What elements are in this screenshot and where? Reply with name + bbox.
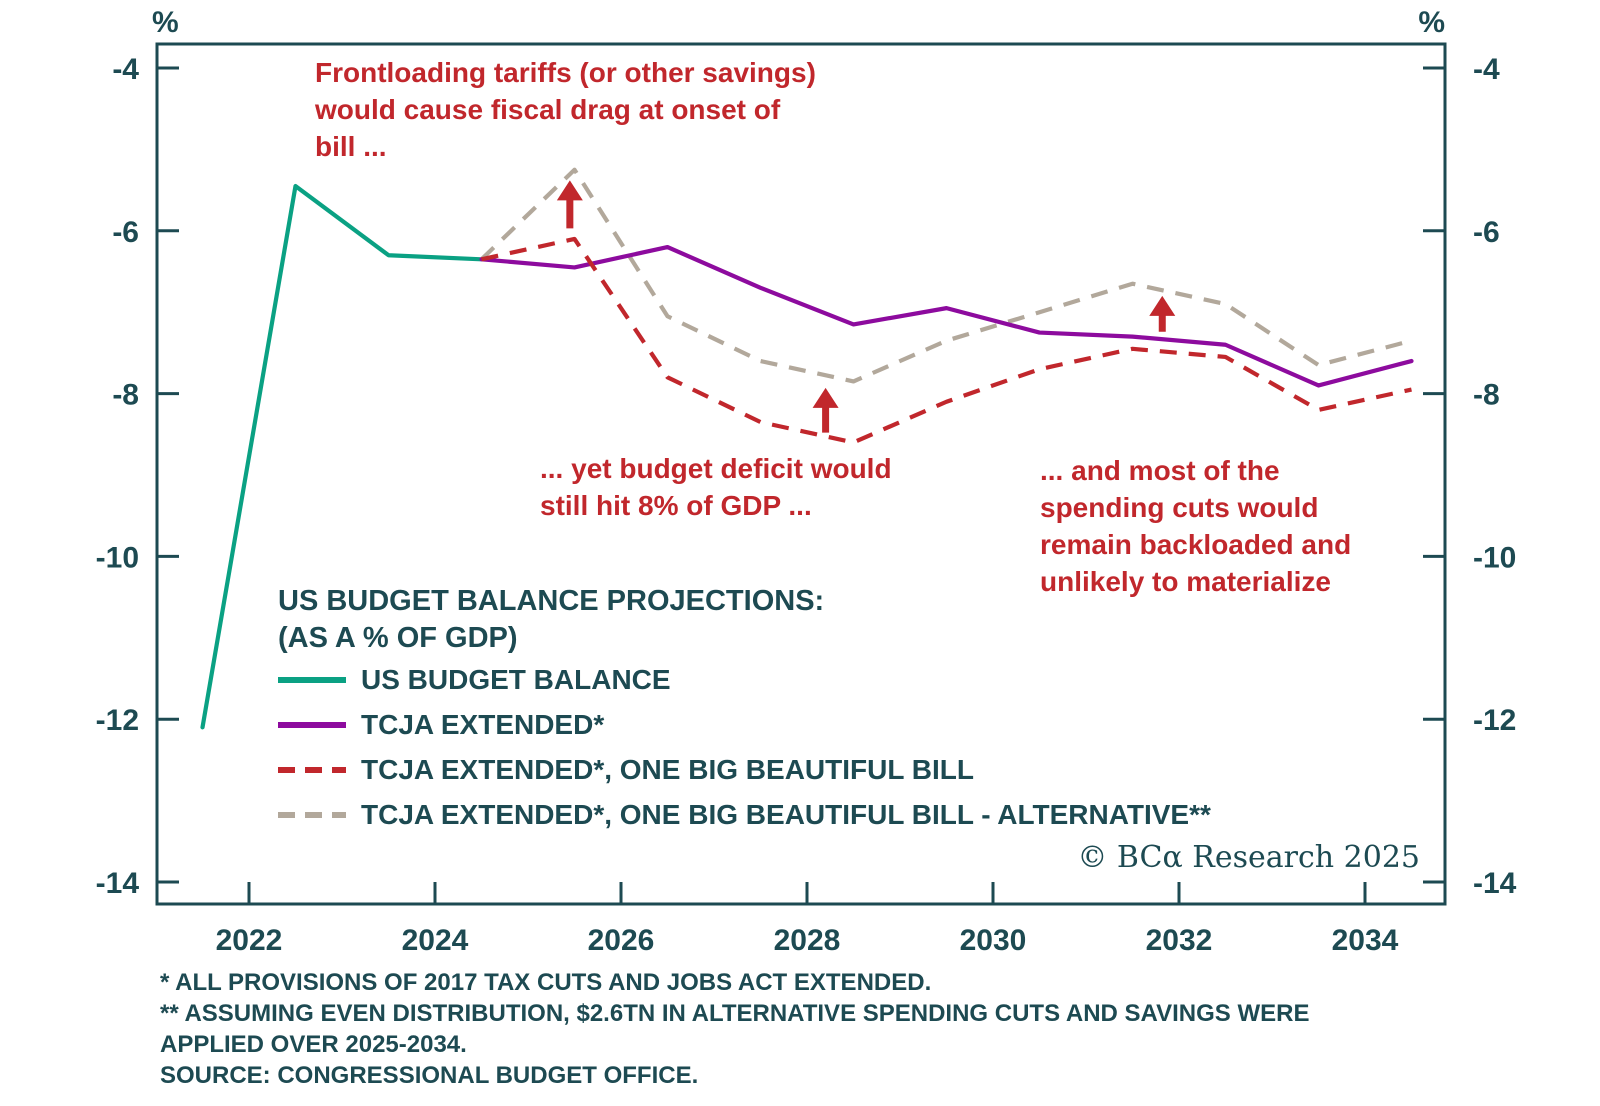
arrows [556, 180, 1176, 433]
annotation-line: unlikely to materialize [1040, 566, 1331, 597]
svg-text:-4: -4 [112, 53, 139, 86]
svg-text:-6: -6 [1473, 216, 1500, 249]
legend-swatch-gray-dashed-line [278, 812, 346, 818]
footnote-line: * ALL PROVISIONS OF 2017 TAX CUTS AND JO… [160, 969, 932, 996]
footnote-line: APPLIED OVER 2025-2034. [160, 1031, 467, 1058]
legend-item-obbb: TCJA EXTENDED*, ONE BIG BEAUTIFUL BILL [278, 754, 974, 786]
svg-text:2022: 2022 [216, 924, 283, 957]
legend: US BUDGET BALANCE PROJECTIONS: (AS A % O… [278, 583, 1211, 830]
svg-text:-14: -14 [96, 867, 140, 900]
annotation-line: would cause fiscal drag at onset of [315, 94, 781, 125]
svg-text:-10: -10 [96, 541, 139, 574]
up-arrow [556, 180, 583, 229]
up-arrow [812, 387, 839, 433]
legend-label: TCJA EXTENDED* [361, 709, 605, 740]
annotation-frontloading: Frontloading tariffs (or other savings) … [315, 54, 816, 165]
legend-swatch-teal-line [278, 677, 346, 683]
legend-item-us-budget-balance: US BUDGET BALANCE [278, 664, 671, 696]
legend-swatch-purple-line [278, 722, 346, 728]
up-arrow [1149, 295, 1176, 332]
annotation-line: ... and most of the [1040, 455, 1280, 486]
bca-research-copyright: © BCα Research 2025 [1077, 840, 1420, 875]
svg-text:-8: -8 [1473, 379, 1500, 412]
legend-item-obbb-alternative: TCJA EXTENDED*, ONE BIG BEAUTIFUL BILL -… [278, 799, 1211, 831]
svg-text:%: % [152, 6, 179, 39]
annotation-line: still hit 8% of GDP ... [540, 490, 812, 521]
svg-text:-10: -10 [1473, 541, 1516, 574]
annotation-line: spending cuts would [1040, 492, 1319, 523]
svg-text:%: % [1418, 6, 1445, 39]
legend-label: TCJA EXTENDED*, ONE BIG BEAUTIFUL BILL [361, 754, 974, 785]
svg-text:2032: 2032 [1146, 924, 1213, 957]
footnotes: * ALL PROVISIONS OF 2017 TAX CUTS AND JO… [160, 967, 1309, 1091]
annotation-backloaded: ... and most of the spending cuts would … [1040, 452, 1351, 600]
annotation-line: ... yet budget deficit would [540, 453, 892, 484]
annotation-deficit: ... yet budget deficit would still hit 8… [540, 450, 892, 524]
annotation-line: remain backloaded and [1040, 529, 1352, 560]
series-line-teal [200, 183, 484, 730]
series-line-purple [479, 244, 1414, 388]
svg-text:2034: 2034 [1332, 924, 1399, 957]
svg-text:2024: 2024 [402, 924, 469, 957]
annotation-line: Frontloading tariffs (or other savings) [315, 57, 816, 88]
svg-text:-4: -4 [1473, 53, 1500, 86]
svg-text:-12: -12 [1473, 704, 1516, 737]
svg-text:2030: 2030 [960, 924, 1027, 957]
series-line-red [481, 236, 1412, 445]
legend-swatch-red-dashed-line [278, 767, 346, 773]
legend-label: US BUDGET BALANCE [361, 664, 671, 695]
svg-text:-12: -12 [96, 704, 139, 737]
svg-text:-8: -8 [112, 379, 139, 412]
svg-text:2028: 2028 [774, 924, 841, 957]
annotation-line: bill ... [315, 131, 387, 162]
series-line-gray [480, 167, 1413, 384]
svg-text:-14: -14 [1473, 867, 1517, 900]
svg-text:-6: -6 [112, 216, 139, 249]
legend-subtitle: (AS A % OF GDP) [278, 622, 518, 654]
legend-title: US BUDGET BALANCE PROJECTIONS: [278, 585, 825, 617]
footnote-line: SOURCE: CONGRESSIONAL BUDGET OFFICE. [160, 1062, 699, 1089]
axes: -4 -4 -6 -6 -8 -8 -10 -10 -12 -12 -14 -14 2022 2024 20… [96, 6, 1517, 957]
svg-text:2026: 2026 [588, 924, 655, 957]
legend-item-tcja-extended: TCJA EXTENDED* [278, 709, 604, 741]
legend-label: TCJA EXTENDED*, ONE BIG BEAUTIFUL BILL -… [361, 799, 1211, 830]
footnote-line: ** ASSUMING EVEN DISTRIBUTION, $2.6TN IN… [160, 1000, 1310, 1027]
